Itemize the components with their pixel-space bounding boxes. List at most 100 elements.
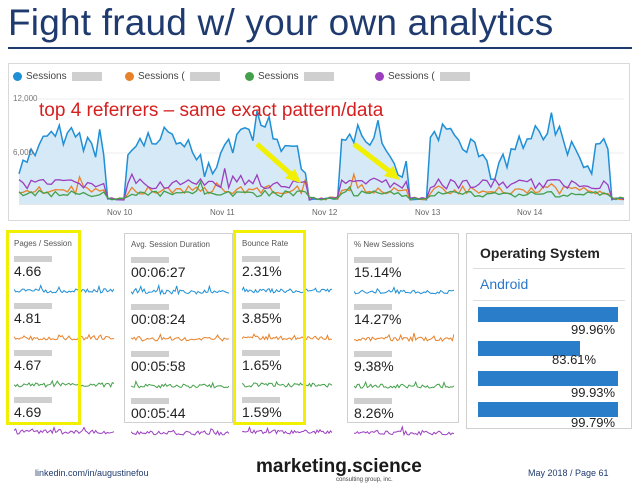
metric-value: 00:05:44	[131, 405, 186, 421]
legend-label: Sessions	[258, 71, 299, 82]
x-tick-label: Nov 13	[415, 208, 441, 217]
metric-row: 4.66	[14, 256, 122, 300]
metric-value: 9.38%	[354, 358, 394, 374]
legend-redacted	[71, 72, 102, 81]
row-redacted	[354, 351, 392, 357]
sparkline-path	[242, 425, 332, 435]
legend-dot-icon	[125, 72, 134, 81]
metric-value: 00:06:27	[131, 264, 186, 280]
sparkline-path	[14, 425, 114, 435]
sparkline-path	[14, 333, 114, 342]
metric-value: 4.69	[14, 404, 42, 420]
sparkline	[354, 332, 454, 343]
arrow-head-icon	[285, 169, 301, 183]
card-title: Pages / Session	[14, 239, 72, 248]
sparkline-path	[242, 332, 332, 341]
title-underline	[8, 47, 632, 49]
sessions-chart-panel: Sessions Sessions ( Sessions Sessions (	[8, 63, 630, 221]
sparkline-path	[242, 380, 332, 388]
sparkline	[354, 380, 454, 389]
sparkline	[131, 283, 229, 296]
row-redacted	[14, 350, 52, 356]
footer-page-number: May 2018 / Page 61	[528, 468, 609, 478]
sparkline-path	[131, 428, 229, 437]
operating-system-panel: Operating System Android 99.96% 83.61% 9…	[466, 233, 632, 430]
metric-value: 14.27%	[354, 311, 402, 327]
metric-row: 15.14%	[354, 257, 462, 301]
row-redacted	[354, 398, 392, 404]
sparkline-path	[14, 284, 114, 294]
sparkline	[242, 332, 332, 341]
row-redacted	[131, 257, 169, 263]
sparkline-path	[131, 380, 229, 389]
sparkline	[131, 428, 229, 437]
row-redacted	[242, 350, 280, 356]
os-share-value: 83.61%	[552, 352, 597, 367]
metric-value: 4.66	[14, 263, 42, 279]
metric-value: 15.14%	[354, 264, 402, 280]
sparkline	[354, 424, 454, 437]
arrow-head-icon	[384, 166, 400, 180]
os-share-value: 99.93%	[571, 385, 616, 400]
legend-item-2[interactable]: Sessions (	[125, 71, 220, 82]
metric-row: 14.27%	[354, 304, 462, 348]
legend-item-4[interactable]: Sessions (	[375, 71, 470, 82]
sparkline	[14, 379, 114, 388]
slide-title: Fight fraud w/ your own analytics	[8, 2, 554, 43]
metric-row: 00:05:58	[131, 351, 239, 395]
metric-value: 4.81	[14, 310, 42, 326]
y-axis-mid-label: 6,000	[13, 148, 34, 157]
divider	[473, 300, 625, 301]
row-redacted	[242, 303, 280, 309]
footer-brand-tagline: consulting group, inc.	[336, 477, 393, 483]
sparkline	[14, 425, 114, 435]
metric-row: 9.38%	[354, 351, 462, 395]
row-redacted	[242, 397, 280, 403]
os-share-bar	[478, 371, 618, 386]
metric-card-avg-session-duration: Avg. Session Duration 00:06:27 00:08:24 …	[124, 233, 233, 437]
highlight-box-pages	[6, 230, 81, 425]
highlight-arrow	[352, 142, 395, 176]
metric-row: 00:08:24	[131, 304, 239, 348]
sparkline-path	[354, 424, 454, 437]
y-axis-max-label: 12,000	[13, 94, 38, 103]
sparkline	[14, 284, 114, 294]
row-redacted	[354, 257, 392, 263]
sparkline	[131, 380, 229, 389]
footer-brand-logo: marketing.science	[256, 456, 422, 477]
metric-row: 4.69	[14, 397, 122, 441]
metric-row: 3.85%	[242, 303, 350, 347]
sparkline	[242, 380, 332, 388]
sparkline-path	[242, 286, 332, 294]
x-tick-label: Nov 10	[107, 208, 133, 217]
legend-redacted	[303, 72, 334, 81]
legend-dot-icon	[13, 72, 22, 81]
row-redacted	[131, 351, 169, 357]
metric-value: 2.31%	[242, 263, 282, 279]
legend-label: Sessions	[26, 71, 67, 82]
metric-value: 3.85%	[242, 310, 282, 326]
x-tick-label: Nov 14	[517, 208, 543, 217]
legend-item-1[interactable]: Sessions	[13, 71, 102, 82]
os-item-android[interactable]: Android	[480, 276, 529, 292]
sparkline	[242, 286, 332, 294]
metric-row: 4.81	[14, 303, 122, 347]
annotation-text: top 4 referrers – same exact pattern/dat…	[39, 100, 384, 121]
series-area	[19, 111, 624, 204]
footer-linkedin-link[interactable]: linkedin.com/in/augustinefou	[35, 468, 149, 478]
card-title: % New Sessions	[354, 240, 415, 249]
metric-card-new-sessions: % New Sessions 15.14% 14.27% 9.38% 8.26%	[347, 233, 462, 437]
legend-item-3[interactable]: Sessions	[245, 71, 334, 82]
metric-value: 00:08:24	[131, 311, 186, 327]
highlight-arrow	[255, 142, 296, 179]
os-share-value: 99.79%	[571, 415, 616, 430]
legend-label: Sessions (	[388, 71, 435, 82]
sessions-line-chart	[18, 98, 625, 205]
os-share-value: 99.96%	[571, 322, 616, 337]
legend-redacted	[189, 72, 220, 81]
sparkline-path	[14, 379, 114, 388]
card-title: Bounce Rate	[242, 239, 289, 248]
metric-row: 1.65%	[242, 350, 350, 394]
metric-row: 2.31%	[242, 256, 350, 300]
row-redacted	[14, 397, 52, 403]
